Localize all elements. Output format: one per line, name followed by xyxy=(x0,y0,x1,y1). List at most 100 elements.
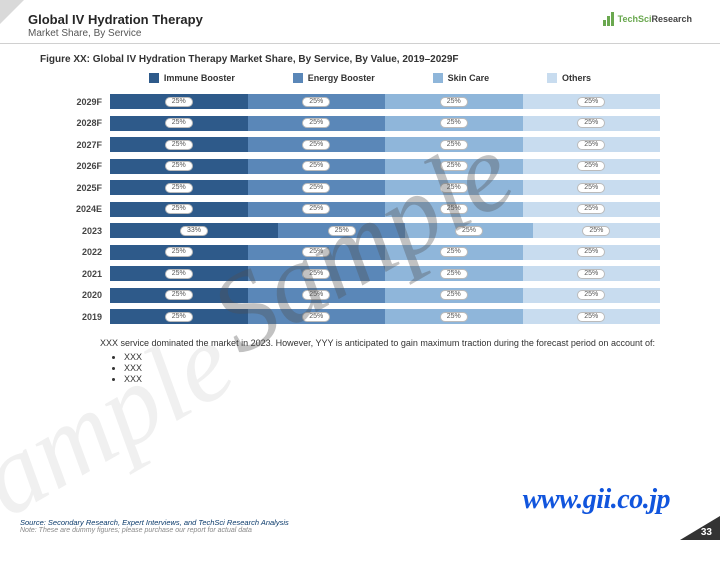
value-pill: 25% xyxy=(302,183,330,193)
value-pill: 25% xyxy=(165,118,193,128)
year-label: 2028F xyxy=(50,118,110,128)
list-item: XXX xyxy=(124,374,660,384)
bar-segment: 25% xyxy=(385,180,523,195)
bar-segment: 25% xyxy=(385,309,523,324)
bar-segment: 25% xyxy=(248,266,386,281)
stacked-bar: 33% 25% 25% 25% xyxy=(110,223,660,238)
page-title: Global IV Hydration Therapy xyxy=(28,12,203,27)
stacked-bar: 25%25%25%25% xyxy=(110,137,660,152)
bar-segment: 25% xyxy=(248,137,386,152)
bar-segment: 25% xyxy=(523,266,661,281)
year-label: 2026F xyxy=(50,161,110,171)
bar-segment: 25% xyxy=(110,159,248,174)
value-pill: 25% xyxy=(165,290,193,300)
value-pill: 25% xyxy=(302,269,330,279)
value-pill: 25% xyxy=(577,97,605,107)
bar-segment: 25% xyxy=(385,202,523,217)
chart-row: 202125%25%25%25% xyxy=(50,263,660,285)
value-pill: 25% xyxy=(455,226,483,236)
chart-row: 2023 33% 25% 25% 25% xyxy=(50,220,660,242)
value-pill: 25% xyxy=(302,161,330,171)
chart-row: 201925%25%25%25% xyxy=(50,306,660,328)
value-pill: 25% xyxy=(328,226,356,236)
value-pill: 25% xyxy=(440,204,468,214)
bar-segment: 25% xyxy=(523,245,661,260)
page-subtitle: Market Share, By Service xyxy=(28,28,203,39)
chart-row: 2025F25%25%25%25% xyxy=(50,177,660,199)
bar-segment: 25% xyxy=(385,159,523,174)
legend-swatch xyxy=(149,73,159,83)
year-label: 2019 xyxy=(50,312,110,322)
value-pill: 25% xyxy=(440,247,468,257)
value-pill: 25% xyxy=(440,183,468,193)
stacked-bar: 25% 25% 25% 25% xyxy=(110,245,660,260)
stacked-bar: 25% 25% 25% 25% xyxy=(110,266,660,281)
chart-legend: Immune BoosterEnergy BoosterSkin CareOth… xyxy=(0,73,720,91)
bar-segment: 25% xyxy=(110,266,248,281)
stacked-bar: 25% 25% 25% 25% xyxy=(110,116,660,131)
value-pill: 25% xyxy=(577,290,605,300)
bar-segment: 25% xyxy=(385,266,523,281)
bar-segment: 25% xyxy=(248,159,386,174)
bar-segment: 25% xyxy=(110,202,248,217)
legend-swatch xyxy=(293,73,303,83)
bar-segment: 25% xyxy=(278,223,405,238)
legend-label: Energy Booster xyxy=(308,73,375,83)
notes-bullet-list: XXXXXXXXX xyxy=(100,352,660,384)
disclaimer-text: Note: These are dummy figures; please pu… xyxy=(20,527,670,534)
value-pill: 25% xyxy=(302,247,330,257)
bar-segment: 25% xyxy=(385,245,523,260)
bar-segment: 25% xyxy=(523,180,661,195)
bar-segment: 25% xyxy=(523,202,661,217)
year-label: 2020 xyxy=(50,290,110,300)
value-pill: 25% xyxy=(165,183,193,193)
stacked-bar: 25% 25% 25% 25% xyxy=(110,288,660,303)
value-pill: 25% xyxy=(582,226,610,236)
chart-row: 2026F25%25%25%25% xyxy=(50,156,660,178)
chart-row: 2027F25%25%25%25% xyxy=(50,134,660,156)
bar-segment: 25% xyxy=(385,137,523,152)
legend-item: Others xyxy=(547,73,591,83)
legend-swatch xyxy=(433,73,443,83)
legend-label: Skin Care xyxy=(448,73,490,83)
bar-segment: 25% xyxy=(405,223,532,238)
year-label: 2021 xyxy=(50,269,110,279)
year-label: 2029F xyxy=(50,97,110,107)
bar-segment: 25% xyxy=(110,288,248,303)
value-pill: 25% xyxy=(302,290,330,300)
notes-paragraph: XXX service dominated the market in 2023… xyxy=(100,338,660,348)
footer: Source: Secondary Research, Expert Inter… xyxy=(20,518,670,534)
value-pill: 25% xyxy=(577,269,605,279)
notes-block: XXX service dominated the market in 2023… xyxy=(0,328,720,389)
stacked-bar: 25%25%25%25% xyxy=(110,159,660,174)
value-pill: 25% xyxy=(302,118,330,128)
value-pill: 25% xyxy=(440,97,468,107)
chart-row: 202225%25%25%25% xyxy=(50,242,660,264)
bar-segment: 25% xyxy=(110,245,248,260)
value-pill: 25% xyxy=(165,204,193,214)
bar-segment: 25% xyxy=(248,180,386,195)
bar-segment: 33% xyxy=(110,223,278,238)
value-pill: 25% xyxy=(577,118,605,128)
year-label: 2023 xyxy=(50,226,110,236)
value-pill: 33% xyxy=(180,226,208,236)
list-item: XXX xyxy=(124,352,660,362)
bar-segment: 25% xyxy=(385,116,523,131)
logo-text: TechSciResearch xyxy=(618,14,692,24)
value-pill: 25% xyxy=(440,312,468,322)
stacked-bar: 25% 25% 25% 25% xyxy=(110,180,660,195)
brand-logo: TechSciResearch xyxy=(603,12,692,26)
value-pill: 25% xyxy=(302,140,330,150)
bar-segment: 25% xyxy=(248,309,386,324)
figure-title: Figure XX: Global IV Hydration Therapy M… xyxy=(0,44,720,73)
legend-label: Others xyxy=(562,73,591,83)
bar-segment: 25% xyxy=(110,137,248,152)
bar-segment: 25% xyxy=(523,309,661,324)
corner-decoration-top xyxy=(0,0,24,24)
legend-item: Skin Care xyxy=(433,73,490,83)
bar-segment: 25% xyxy=(385,94,523,109)
value-pill: 25% xyxy=(577,183,605,193)
header: Global IV Hydration Therapy Market Share… xyxy=(0,0,720,44)
value-pill: 25% xyxy=(440,118,468,128)
value-pill: 25% xyxy=(440,290,468,300)
